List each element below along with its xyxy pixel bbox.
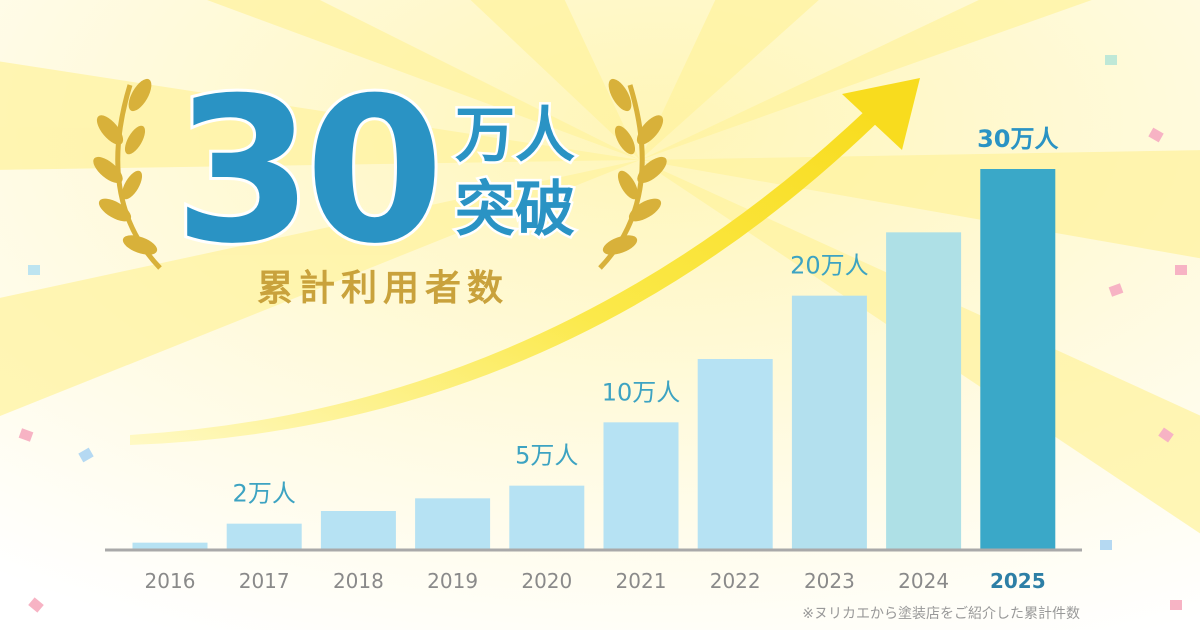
- subtitle: 累計利用者数: [257, 268, 509, 309]
- bar: [509, 485, 585, 549]
- headline-number: 30: [174, 55, 436, 288]
- value-label: 30万人: [977, 125, 1058, 153]
- bar: [320, 511, 396, 549]
- confetti: [18, 55, 1187, 613]
- x-tick-label: 2016: [145, 569, 196, 593]
- x-tick-label: 2019: [427, 569, 478, 593]
- bar: [886, 232, 962, 550]
- value-label: 2万人: [233, 480, 296, 508]
- x-tick-label: 2025: [990, 569, 1046, 593]
- value-label: 20万人: [790, 252, 869, 280]
- laurel-left: [93, 78, 162, 270]
- rays: [0, 0, 1200, 534]
- x-tick-label: 2024: [898, 569, 949, 593]
- trend-arrow-head: [842, 78, 920, 150]
- headline-suffix: 突破: [455, 175, 575, 245]
- x-tick-label: 2017: [239, 569, 290, 593]
- bar: [980, 169, 1056, 549]
- value-label: 10万人: [602, 378, 681, 406]
- x-tick-label: 2018: [333, 569, 384, 593]
- x-tick-label: 2022: [710, 569, 761, 593]
- bar: [415, 498, 491, 549]
- headline-unit: 万人: [455, 101, 575, 171]
- x-tick-label: 2021: [616, 569, 667, 593]
- footnote: ※ヌリカエから塗装店をご紹介した累計件数: [802, 605, 1080, 622]
- bar: [697, 359, 773, 549]
- laurel-right: [598, 78, 667, 270]
- bar: [603, 422, 679, 549]
- x-tick-label: 2020: [521, 569, 572, 593]
- bar: [132, 542, 208, 549]
- bar: [226, 523, 302, 549]
- value-label: 5万人: [515, 442, 578, 470]
- bar: [791, 295, 867, 549]
- plot: 2016 2017 2万人 2018 2019 2020 5万人 2021 10万人 2022 20…: [132, 125, 1059, 593]
- x-tick-label: 2023: [804, 569, 855, 593]
